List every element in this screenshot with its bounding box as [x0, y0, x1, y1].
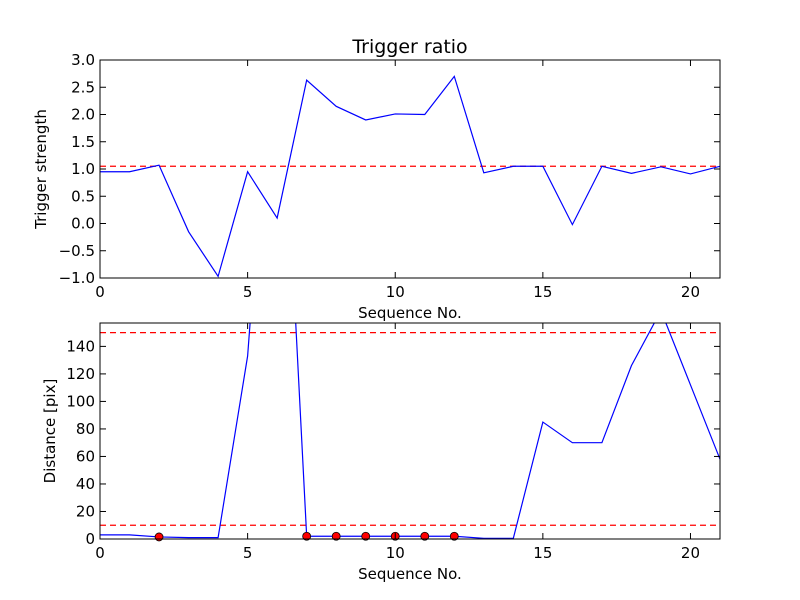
series-line: [100, 75, 720, 278]
y-tick-label: 0.5: [71, 187, 95, 205]
x-tick-label: 10: [386, 544, 405, 562]
x-tick-label: 10: [386, 283, 405, 301]
y-axis-label: Trigger strength: [32, 109, 50, 230]
trigger-ratio-chart: Trigger ratio 0 5 10 15 20 −1.0 −0.5 0.0 0.5 1.0…: [32, 36, 721, 322]
data-point-marker: [302, 531, 312, 541]
y-tick-label: 20: [76, 502, 95, 520]
y-axis-label: Distance [pix]: [41, 379, 59, 484]
data-point-marker: [361, 531, 371, 541]
y-tick-label: 140: [66, 337, 95, 355]
y-tick-label: 3.0: [71, 51, 95, 69]
y-tick-label: 0: [85, 530, 95, 548]
x-tick-label: 15: [533, 283, 552, 301]
x-tick-label: 20: [681, 544, 700, 562]
y-tick-label: 0.0: [71, 215, 95, 233]
data-point-marker: [154, 532, 164, 542]
data-point-marker: [331, 531, 341, 541]
plot-frame: [99, 322, 721, 540]
y-tick-label: 80: [76, 420, 95, 438]
x-tick-label: 0: [95, 283, 105, 301]
y-tick-label: 120: [66, 365, 95, 383]
y-tick-label: 100: [66, 392, 95, 410]
x-tick-label: 20: [681, 283, 700, 301]
y-tick-label: 2.5: [71, 78, 95, 96]
y-tick-label: 1.5: [71, 133, 95, 151]
x-tick-label: 5: [243, 544, 253, 562]
y-tick-label: −1.0: [59, 269, 95, 287]
data-point-marker: [420, 531, 430, 541]
y-tick-label: 2.0: [71, 106, 95, 124]
chart-title: Trigger ratio: [351, 36, 467, 58]
x-tick-label: 5: [243, 283, 253, 301]
x-tick-label: 15: [533, 544, 552, 562]
y-tick-label: 40: [76, 475, 95, 493]
x-axis-label: Sequence No.: [358, 304, 462, 322]
series-line: [100, 323, 720, 539]
data-point-marker: [449, 531, 459, 541]
plot-area: [100, 323, 720, 539]
y-tick-label: 60: [76, 447, 95, 465]
x-axis-label: Sequence No.: [358, 565, 462, 583]
plot-area: [100, 60, 720, 278]
distance-chart: 0 5 10 15 20 0 20 40 60 80 100 120 140 Sequence No.…: [41, 322, 721, 583]
y-tick-label: −0.5: [59, 242, 95, 260]
y-tick-label: 1.0: [71, 160, 95, 178]
x-tick-label: 0: [95, 544, 105, 562]
